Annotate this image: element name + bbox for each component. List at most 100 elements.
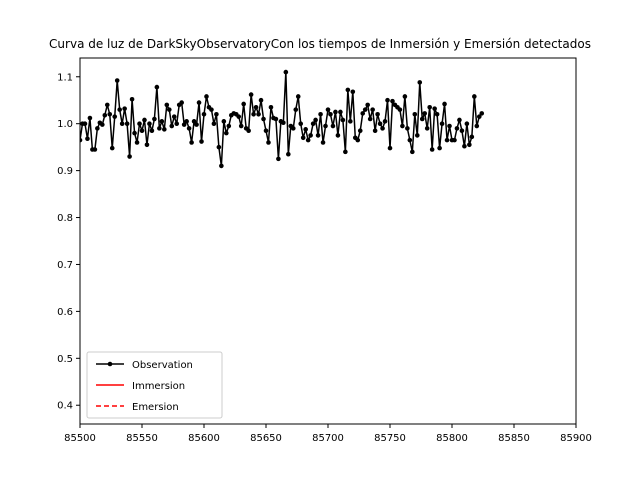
observation-point	[422, 111, 428, 116]
observation-point	[241, 101, 246, 107]
observation-point	[261, 116, 266, 122]
observation-point	[434, 112, 440, 117]
observation-point	[348, 119, 353, 124]
observation-point	[149, 128, 155, 134]
observation-point	[387, 145, 393, 151]
observation-point	[137, 121, 142, 126]
observation-point	[152, 116, 157, 122]
y-tick-label: 0.6	[57, 307, 73, 318]
observation-point	[238, 123, 244, 129]
y-tick-label: 0.5	[57, 354, 73, 365]
observation-point	[305, 137, 311, 143]
observation-point	[184, 119, 189, 124]
observation-point	[171, 114, 177, 119]
legend-box	[86, 351, 223, 419]
x-tick-label: 85550	[126, 433, 158, 444]
observation-point	[308, 133, 313, 138]
y-tick-label: 0.9	[57, 166, 73, 177]
observation-point	[424, 126, 430, 131]
observation-point	[370, 107, 375, 112]
observation-point	[414, 133, 420, 138]
observation-point	[85, 136, 90, 142]
observation-point	[132, 130, 137, 136]
observation-point	[164, 102, 170, 108]
y-tick-label: 0.7	[57, 260, 73, 271]
observation-point	[117, 107, 122, 112]
observation-point	[219, 163, 224, 169]
observation-point	[343, 149, 348, 155]
observation-point	[221, 119, 227, 124]
observation-point	[412, 112, 418, 117]
observation-point	[372, 128, 378, 134]
observation-point	[313, 117, 318, 123]
observation-point	[216, 144, 222, 150]
observation-point	[323, 123, 328, 129]
observation-point	[191, 119, 197, 124]
observation-point	[109, 145, 115, 151]
observation-point	[427, 104, 432, 110]
legend: Observation Immersion Emersion	[86, 351, 223, 419]
observation-point	[147, 121, 152, 126]
x-tick-label: 85700	[312, 433, 344, 444]
observation-point	[382, 119, 388, 124]
observation-point	[142, 117, 147, 123]
observation-point	[95, 126, 100, 131]
observation-point	[281, 120, 286, 126]
legend-observation-marker	[107, 361, 113, 367]
observation-point	[204, 94, 209, 99]
observation-point	[338, 109, 343, 115]
observation-point	[377, 121, 383, 126]
observation-point	[194, 122, 199, 127]
observation-point	[459, 128, 465, 134]
observation-point	[102, 112, 108, 118]
observation-point	[405, 126, 410, 131]
observation-point	[328, 112, 333, 117]
observation-point	[214, 112, 219, 117]
observation-point	[397, 107, 403, 112]
observation-point	[350, 89, 356, 95]
observation-point	[367, 116, 373, 122]
observation-point	[380, 126, 385, 131]
observation-point	[246, 128, 251, 134]
observation-point	[325, 107, 331, 112]
observation-point	[258, 97, 264, 103]
observation-point	[330, 123, 336, 129]
observation-point	[236, 114, 242, 119]
observation-point	[447, 123, 452, 129]
observation-point	[107, 112, 113, 117]
observation-point	[157, 126, 162, 131]
observation-point	[162, 127, 167, 132]
observation-point	[248, 92, 254, 97]
x-tick-label: 85850	[498, 433, 530, 444]
y-tick-label: 0.8	[57, 213, 73, 224]
observation-point	[159, 119, 165, 124]
observation-point	[298, 121, 304, 126]
observation-point	[419, 116, 425, 122]
data-layer	[80, 69, 485, 169]
x-axis: 85500 85550 85600 85650 85700 85750 85800 85850…	[64, 424, 592, 444]
observation-point	[474, 123, 480, 129]
x-tick-label: 85650	[250, 433, 282, 444]
observation-point	[310, 121, 316, 126]
observation-point	[479, 111, 485, 116]
observation-point	[199, 139, 204, 144]
observation-point	[189, 140, 194, 145]
observation-point	[112, 114, 118, 119]
observation-point	[127, 154, 132, 159]
observation-point	[345, 87, 351, 93]
observation-point	[196, 100, 202, 105]
observation-point	[209, 107, 214, 112]
observation-point	[300, 135, 306, 141]
x-tick-label: 85600	[188, 433, 220, 444]
observation-point	[362, 107, 368, 112]
observation-point	[469, 134, 475, 140]
observation-point	[476, 114, 482, 119]
observation-point	[201, 112, 207, 117]
legend-observation-label: Observation	[132, 360, 193, 371]
observation-point	[472, 94, 477, 99]
y-tick-label: 1.0	[57, 119, 73, 130]
observation-point	[333, 109, 338, 115]
observation-point	[454, 126, 460, 131]
observation-point	[385, 97, 390, 103]
